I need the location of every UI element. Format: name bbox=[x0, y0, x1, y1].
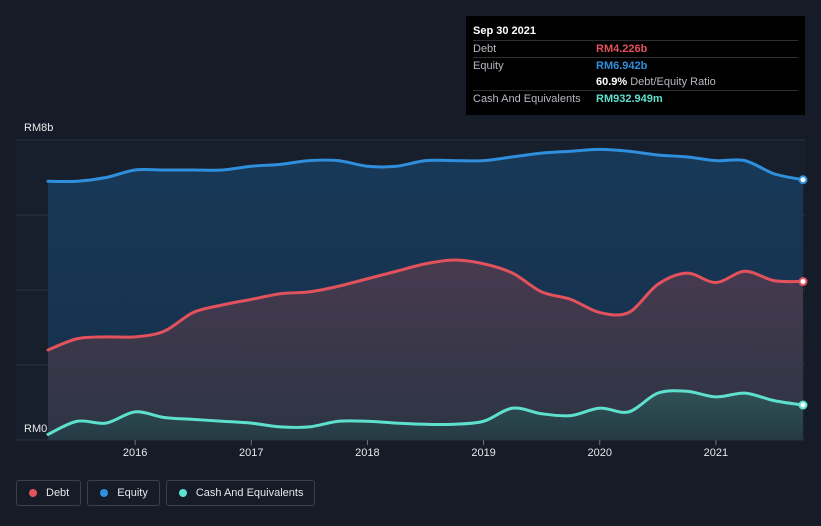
legend-item-debt[interactable]: Debt bbox=[16, 480, 82, 506]
tooltip-row-equity: Equity RM6.942b bbox=[473, 57, 798, 74]
tooltip-row-cash: Cash And Equivalents RM932.949m bbox=[473, 90, 798, 107]
legend-debt-label: Debt bbox=[46, 487, 70, 499]
debt-line bbox=[46, 258, 805, 352]
tooltip-ratio-value: 60.9% bbox=[596, 76, 628, 88]
x-axis-ticks: 2016 2017 2018 2019 2020 2021 bbox=[123, 440, 728, 459]
tooltip-cash-value: RM932.949m bbox=[596, 93, 663, 105]
x-tick-label: 2018 bbox=[355, 447, 379, 459]
tooltip-equity-value: RM6.942b bbox=[596, 60, 648, 72]
x-tick-label: 2021 bbox=[704, 447, 728, 459]
legend-cash-label: Cash And Equivalents bbox=[195, 487, 304, 499]
series-end-markers bbox=[798, 175, 808, 410]
debt-dot-icon bbox=[29, 489, 37, 497]
tooltip-equity-label: Equity bbox=[473, 60, 504, 72]
cash-and-equivalents-line bbox=[46, 389, 805, 436]
series-areas bbox=[48, 149, 803, 440]
cash-and-equivalents-area bbox=[48, 390, 803, 440]
tooltip-date: Sep 30 2021 bbox=[473, 25, 536, 37]
legend-item-equity[interactable]: Equity bbox=[87, 480, 160, 506]
equity-dot-icon bbox=[100, 489, 109, 497]
cash-dot-icon bbox=[178, 489, 187, 497]
tooltip-ratio-label: Debt/Equity Ratio bbox=[630, 76, 716, 88]
y-axis-top-label: RM8b bbox=[24, 122, 53, 134]
x-tick-label: 2019 bbox=[471, 447, 495, 459]
tooltip-row-debt: Debt RM4.226b bbox=[473, 40, 798, 57]
equity-line bbox=[46, 147, 805, 184]
x-tick-label: 2020 bbox=[587, 447, 611, 459]
cash-and-equivalents-end-marker bbox=[798, 400, 808, 410]
tooltip-debt-value: RM4.226b bbox=[596, 43, 648, 55]
debt-end-marker bbox=[798, 277, 808, 287]
x-tick-label: 2016 bbox=[123, 447, 147, 459]
y-axis-bottom-label: RM0 bbox=[24, 423, 47, 435]
equity-end-marker bbox=[798, 175, 808, 185]
legend-item-cash[interactable]: Cash And Equivalents bbox=[165, 480, 316, 506]
x-tick-label: 2017 bbox=[239, 447, 263, 459]
tooltip-debt-label: Debt bbox=[473, 43, 497, 55]
data-tooltip: Sep 30 2021 Debt RM4.226b Equity RM6.942… bbox=[466, 16, 805, 115]
debt-area bbox=[48, 260, 803, 440]
tooltip-ratio-spacer bbox=[473, 74, 596, 90]
chart-legend: Debt Equity Cash And Equivalents bbox=[16, 480, 316, 506]
legend-equity-label: Equity bbox=[117, 487, 148, 499]
series-lines bbox=[46, 147, 805, 436]
tooltip-row-ratio: 60.9% Debt/Equity Ratio bbox=[473, 74, 798, 90]
tooltip-cash-label: Cash And Equivalents bbox=[473, 93, 581, 105]
